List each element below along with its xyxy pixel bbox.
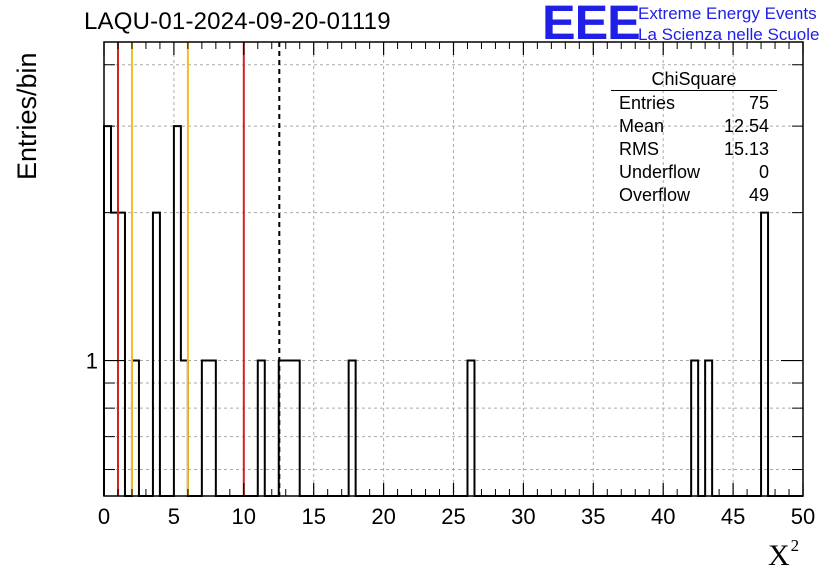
stats-title: ChiSquare [651,69,737,89]
x-tick-label: 5 [168,504,180,529]
histogram-bin [153,213,160,496]
histogram-bin [118,213,125,496]
stats-value: 75 [748,93,769,113]
histogram-bin [761,213,768,496]
stats-row-overflow: Overflow 49 [611,184,777,207]
stats-row-underflow: Underflow 0 [611,161,777,184]
axis-ticks: 0 5 10 15 20 25 30 35 40 45 50 1 [86,42,815,529]
stats-value: 0 [758,162,769,182]
x-tick-label: 30 [511,504,535,529]
x-tick-label: 0 [98,504,110,529]
histogram-bin [691,361,698,496]
histogram-bin [104,126,111,496]
stats-title-rule [611,90,777,91]
stats-box: ChiSquare Entries 75 Mean 12.54 RMS 15.13 Unde… [611,68,777,207]
stats-rows: Entries 75 Mean 12.54 RMS 15.13 Underflow 0 Over… [611,92,777,207]
stats-row-rms: RMS 15.13 [611,138,777,161]
stats-label: Mean [619,116,665,136]
stats-label: Entries [619,93,676,113]
x-tick-label: 50 [791,504,815,529]
stats-value: 15.13 [723,139,769,159]
stats-label: Overflow [619,185,691,205]
stats-label: Underflow [619,162,701,182]
x-axis-label-base: X [768,539,790,572]
histogram-bin [209,361,216,496]
logo-line-1: Extreme Energy Events [638,4,817,23]
chart-title: LAQU-01-2024-09-20-01119 [84,8,391,35]
eee-logo: EEE [542,0,641,50]
stats-row-mean: Mean 12.54 [611,115,777,138]
grid-lines [104,42,803,496]
x-tick-label: 45 [721,504,745,529]
histogram-bin [181,361,188,496]
x-axis-label-superscript: 2 [790,536,800,555]
reference-lines [116,42,281,496]
histogram-bin [258,361,265,496]
histogram-bin [286,361,293,496]
histogram-bin [174,126,181,496]
histogram-bin [467,361,474,496]
stats-value: 49 [748,185,769,205]
x-tick-label: 40 [651,504,675,529]
histogram-bin [349,361,356,496]
y-tick-label: 1 [86,349,98,374]
histogram-bin [705,361,712,496]
histogram-bin [202,361,209,496]
stats-value: 12.54 [723,116,769,136]
x-tick-label: 15 [301,504,325,529]
x-tick-label: 20 [371,504,395,529]
x-tick-label: 10 [232,504,256,529]
stats-label: RMS [619,139,659,159]
histogram-bin [111,213,118,496]
logo-line-2: La Scienza nelle Scuole [638,25,820,44]
x-axis-label: X2 [768,536,799,573]
x-tick-label: 25 [441,504,465,529]
histogram-bin [293,361,300,496]
histogram-bin [132,361,139,496]
x-tick-label: 35 [581,504,605,529]
stats-row-entries: Entries 75 [611,92,777,115]
